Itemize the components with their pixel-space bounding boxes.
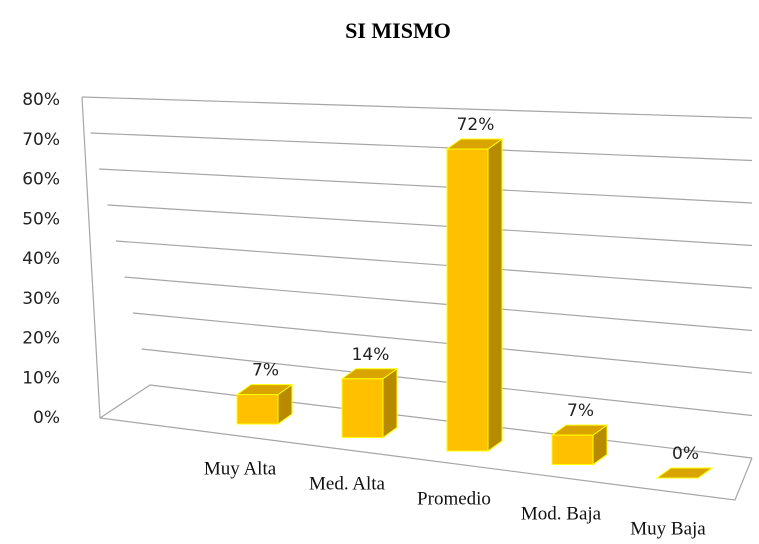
y-tick-label: 0% bbox=[33, 408, 60, 428]
floor-edge bbox=[81, 96, 753, 501]
grid-line bbox=[115, 240, 753, 289]
x-tick-label: Muy Alta bbox=[204, 458, 277, 479]
y-tick-label: 70% bbox=[22, 130, 60, 150]
y-tick-label: 30% bbox=[22, 289, 60, 309]
bar bbox=[446, 148, 489, 452]
grid-line bbox=[98, 168, 753, 204]
value-label: 0% bbox=[672, 444, 699, 464]
bar bbox=[341, 378, 384, 438]
y-tick-label: 80% bbox=[22, 90, 60, 110]
x-tick-label: Promedio bbox=[417, 488, 491, 509]
value-label: 7% bbox=[252, 361, 279, 381]
x-tick-label: Med. Alta bbox=[309, 473, 386, 494]
grid-line bbox=[107, 204, 753, 247]
x-tick-label: Muy Baja bbox=[630, 518, 706, 539]
grid-line bbox=[90, 132, 753, 162]
y-tick-label: 40% bbox=[22, 249, 60, 269]
value-label: 72% bbox=[457, 115, 495, 135]
bar bbox=[236, 394, 279, 425]
chart-title: SI MISMO bbox=[345, 18, 451, 43]
grid-line bbox=[124, 276, 753, 332]
value-label: 7% bbox=[567, 401, 594, 421]
x-tick-label: Mod. Baja bbox=[521, 503, 602, 524]
y-tick-label: 60% bbox=[22, 170, 60, 190]
grid-line bbox=[132, 312, 753, 374]
bar-side bbox=[487, 138, 503, 452]
bar-top bbox=[655, 467, 714, 479]
floor-side bbox=[99, 384, 151, 419]
grid-line bbox=[81, 96, 753, 119]
y-tick-label: 10% bbox=[22, 368, 60, 388]
bar-side bbox=[382, 367, 398, 439]
value-label: 14% bbox=[352, 345, 390, 365]
y-tick-label: 20% bbox=[22, 329, 60, 349]
bar bbox=[551, 434, 594, 465]
y-tick-label: 50% bbox=[22, 209, 60, 229]
